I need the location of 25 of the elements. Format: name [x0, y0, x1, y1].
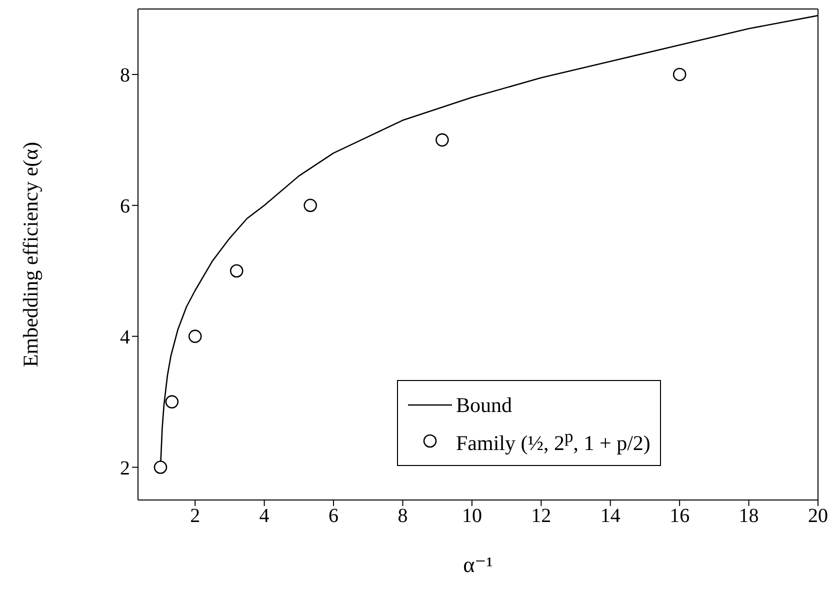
legend-label: Family (½, 2$^{p}$, 1 + p/2) — [456, 426, 650, 456]
y-tick-label: 8 — [120, 64, 130, 87]
x-axis-title: α⁻¹ — [463, 552, 493, 577]
point — [188, 330, 202, 343]
x-tick-label: 18 — [738, 505, 759, 528]
y-tick-label: 2 — [120, 457, 130, 480]
x-tick-label: 14 — [600, 505, 620, 528]
x-tick-label: 2 — [190, 505, 200, 528]
x-tick-label: 16 — [670, 505, 690, 528]
point — [165, 395, 179, 408]
point — [304, 198, 317, 212]
point — [154, 460, 168, 474]
y-tick-label: 6 — [120, 196, 130, 218]
x-tick-label: 6 — [328, 505, 339, 528]
y-tick-label: 4 — [120, 326, 130, 348]
point — [230, 264, 244, 278]
x-tick-label: 20 — [808, 505, 828, 528]
x-tick-label: 10 — [462, 505, 482, 528]
y-axis-title: Embedding efficiency e(α) — [18, 142, 42, 368]
x-tick-label: 4 — [259, 505, 270, 528]
point — [436, 133, 449, 147]
x-tick-label: 12 — [531, 505, 552, 528]
x-tick-label: 8 — [398, 505, 408, 528]
point — [672, 68, 686, 82]
legend-label: Bound — [456, 392, 512, 418]
